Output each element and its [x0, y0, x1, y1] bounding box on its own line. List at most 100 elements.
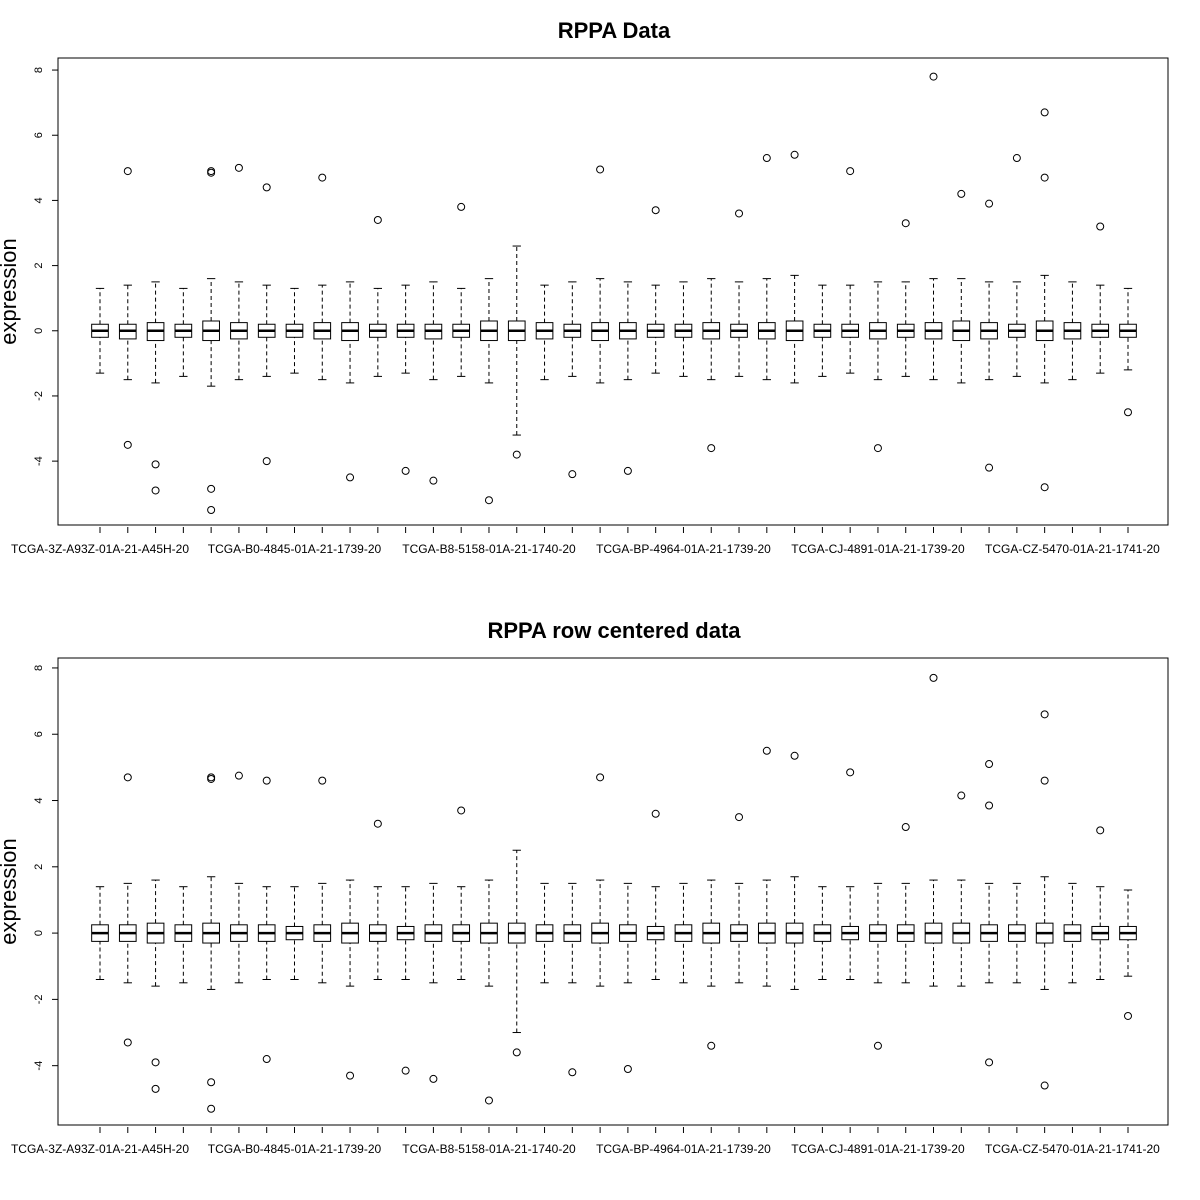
outlier: [623, 1064, 632, 1073]
y-tick-label: 0: [33, 328, 45, 334]
outlier: [151, 1084, 160, 1093]
x-tick-label: TCGA-3Z-A93Z-01A-21-A45H-20: [11, 1142, 189, 1156]
outlier: [985, 199, 994, 208]
outlier: [707, 444, 716, 453]
outlier: [790, 150, 799, 159]
outlier: [1124, 1011, 1132, 1020]
outlier: [262, 1055, 271, 1064]
outlier: [151, 486, 160, 495]
outlier: [762, 154, 771, 163]
outlier: [151, 460, 160, 469]
outlier: [401, 1066, 410, 1075]
outlier: [123, 1038, 132, 1047]
x-tick-label: TCGA-B0-4845-01A-21-1739-20: [208, 542, 382, 556]
outlier: [707, 1041, 716, 1050]
x-tick-label: TCGA-3Z-A93Z-01A-21-A45H-20: [11, 542, 189, 556]
y-tick-label: 8: [33, 67, 45, 73]
outlier: [123, 440, 132, 449]
outlier: [234, 163, 243, 172]
x-tick-label: TCGA-CZ-5470-01A-21-1741-20: [985, 542, 1160, 556]
outlier: [1040, 710, 1049, 719]
outlier: [596, 165, 605, 174]
y-tick-label: 2: [33, 263, 45, 269]
x-tick-label: TCGA-CZ-5470-01A-21-1741-20: [985, 1142, 1160, 1156]
outlier: [568, 1068, 577, 1077]
outlier: [207, 506, 216, 515]
outlier: [373, 819, 382, 828]
x-tick-label: TCGA-CJ-4891-01A-21-1739-20: [791, 542, 965, 556]
y-tick-label: 0: [33, 930, 45, 936]
chart-title: RPPA row centered data: [487, 618, 741, 643]
outlier: [762, 746, 771, 755]
outlier: [207, 168, 216, 177]
outlier: [596, 773, 605, 782]
outlier: [123, 773, 132, 782]
outlier: [207, 774, 216, 783]
outlier: [623, 466, 632, 475]
outlier: [1096, 826, 1105, 835]
outlier: [262, 183, 271, 192]
y-tick-label: -4: [33, 1061, 45, 1071]
outlier: [957, 791, 966, 800]
outlier: [512, 450, 521, 459]
outlier: [401, 466, 410, 475]
outlier: [735, 209, 744, 218]
x-tick-label: TCGA-BP-4964-01A-21-1739-20: [596, 542, 771, 556]
outlier: [346, 473, 355, 482]
outlier: [484, 1096, 493, 1105]
outlier: [1012, 154, 1021, 163]
y-tick-label: -2: [33, 994, 45, 1004]
outlier: [985, 760, 994, 769]
plot-frame: [57, 57, 1169, 526]
outlier: [318, 776, 327, 785]
outlier: [262, 776, 271, 785]
outlier: [373, 215, 382, 224]
outlier: [985, 1058, 994, 1067]
outlier: [846, 768, 855, 777]
y-tick-label: 6: [33, 132, 45, 138]
outlier: [651, 206, 660, 215]
outlier: [1040, 173, 1049, 182]
outlier: [512, 1048, 521, 1057]
y-tick-label: -2: [33, 391, 45, 401]
x-tick-label: TCGA-BP-4964-01A-21-1739-20: [596, 1142, 771, 1156]
outlier: [207, 1104, 216, 1113]
y-axis-label: expression: [0, 238, 21, 344]
x-tick-label: TCGA-B8-5158-01A-21-1740-20: [402, 1142, 576, 1156]
y-tick-label: 8: [33, 665, 45, 671]
outlier: [123, 167, 132, 176]
outlier: [1040, 108, 1049, 117]
outlier: [234, 771, 243, 780]
outlier: [429, 476, 438, 485]
outlier: [484, 496, 493, 505]
outlier: [151, 1058, 160, 1067]
outlier: [873, 1041, 882, 1050]
outlier: [207, 484, 216, 493]
outlier: [1040, 483, 1049, 492]
plot-frame: [57, 657, 1169, 1126]
y-tick-label: 2: [33, 864, 45, 870]
outlier: [207, 1078, 216, 1087]
outlier: [873, 444, 882, 453]
outlier: [207, 167, 216, 176]
outlier: [957, 189, 966, 198]
outlier: [929, 72, 938, 81]
outlier: [262, 457, 271, 466]
outlier: [318, 173, 327, 182]
outlier: [985, 801, 994, 810]
outlier: [1124, 408, 1132, 417]
outlier: [457, 806, 466, 815]
y-axis-label: expression: [0, 838, 21, 944]
outlier: [985, 463, 994, 472]
chart-title: RPPA Data: [558, 18, 671, 43]
x-tick-label: TCGA-B0-4845-01A-21-1739-20: [208, 1142, 382, 1156]
x-tick-label: TCGA-B8-5158-01A-21-1740-20: [402, 542, 576, 556]
outlier: [901, 823, 910, 832]
y-tick-label: 6: [33, 731, 45, 737]
outlier: [1040, 776, 1049, 785]
x-tick-label: TCGA-CJ-4891-01A-21-1739-20: [791, 1142, 965, 1156]
y-tick-label: 4: [33, 197, 45, 203]
outlier: [1040, 1081, 1049, 1090]
outlier: [846, 167, 855, 176]
outlier: [901, 219, 910, 228]
